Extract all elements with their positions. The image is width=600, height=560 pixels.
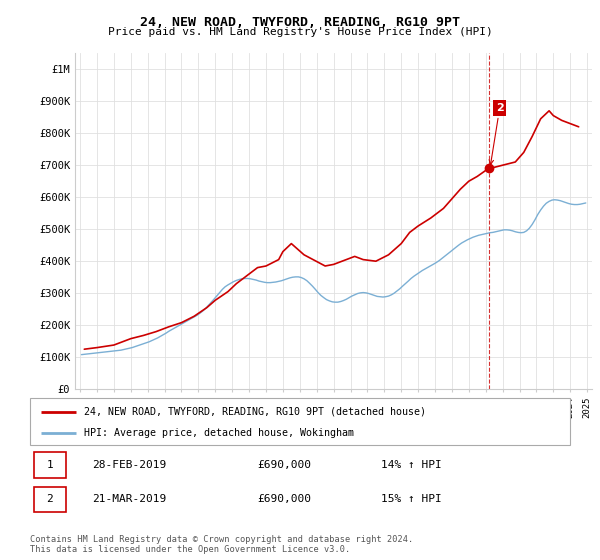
Text: HPI: Average price, detached house, Wokingham: HPI: Average price, detached house, Woki… xyxy=(84,428,354,438)
Text: 2: 2 xyxy=(47,494,53,505)
Text: 21-MAR-2019: 21-MAR-2019 xyxy=(92,494,166,505)
FancyBboxPatch shape xyxy=(34,452,65,478)
Text: 1: 1 xyxy=(47,460,53,470)
Text: Contains HM Land Registry data © Crown copyright and database right 2024.
This d: Contains HM Land Registry data © Crown c… xyxy=(30,535,413,554)
Text: 24, NEW ROAD, TWYFORD, READING, RG10 9PT (detached house): 24, NEW ROAD, TWYFORD, READING, RG10 9PT… xyxy=(84,407,426,417)
Text: 15% ↑ HPI: 15% ↑ HPI xyxy=(381,494,442,505)
FancyBboxPatch shape xyxy=(34,487,65,512)
Text: 28-FEB-2019: 28-FEB-2019 xyxy=(92,460,166,470)
Text: 24, NEW ROAD, TWYFORD, READING, RG10 9PT: 24, NEW ROAD, TWYFORD, READING, RG10 9PT xyxy=(140,16,460,29)
Text: 2: 2 xyxy=(489,103,503,165)
Text: £690,000: £690,000 xyxy=(257,494,311,505)
Text: £690,000: £690,000 xyxy=(257,460,311,470)
Text: 14% ↑ HPI: 14% ↑ HPI xyxy=(381,460,442,470)
Text: Price paid vs. HM Land Registry's House Price Index (HPI): Price paid vs. HM Land Registry's House … xyxy=(107,27,493,37)
